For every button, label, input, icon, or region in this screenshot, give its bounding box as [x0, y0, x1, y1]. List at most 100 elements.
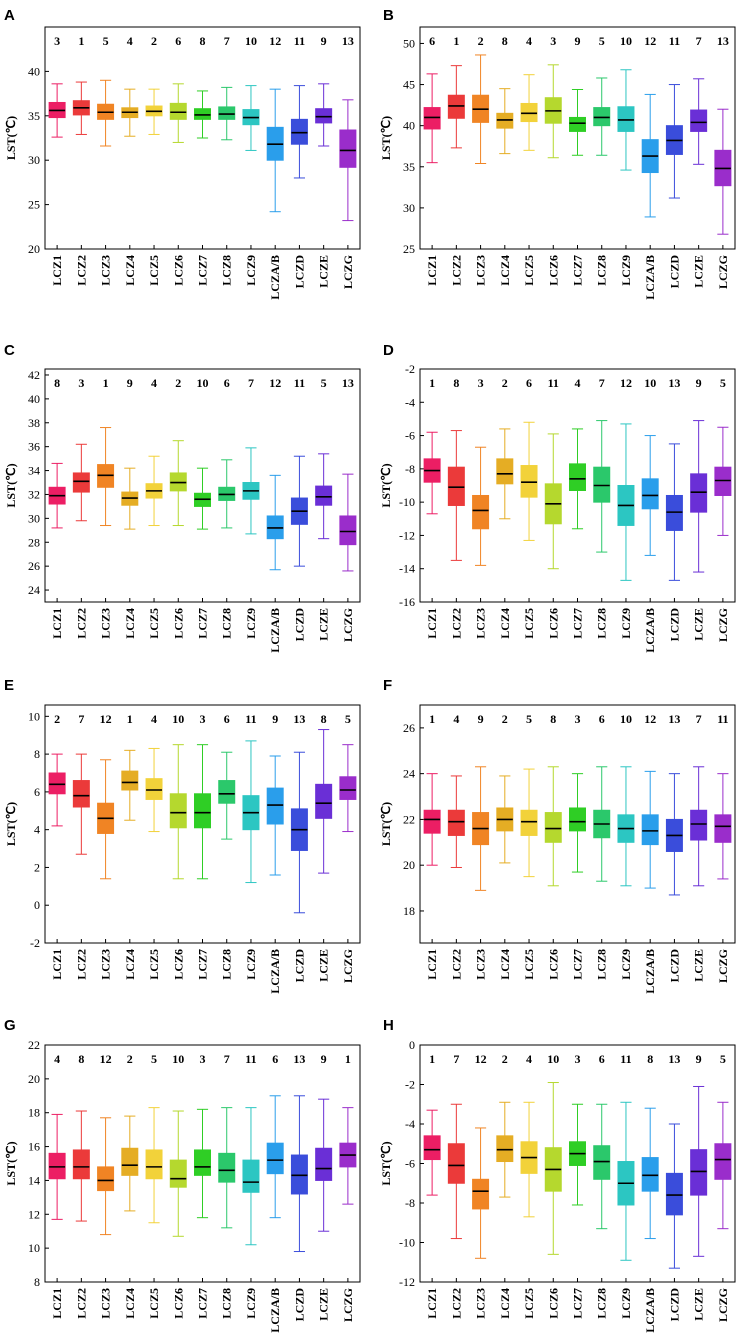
box-iqr: [169, 793, 187, 829]
x-tick-label: LCZ7: [571, 949, 585, 980]
box-lcze: [690, 420, 708, 573]
box-lczab: [641, 1107, 659, 1240]
x-tick-label: LCZ4: [123, 1288, 137, 1319]
x-tick-label: LCZ7: [571, 255, 585, 286]
rank-label: 2: [502, 1052, 508, 1066]
rank-label: 1: [127, 712, 133, 726]
box-lcz2: [72, 753, 90, 855]
rank-label: 3: [575, 712, 581, 726]
x-tick-label: LCZ1: [425, 255, 439, 286]
box-iqr: [496, 1135, 514, 1163]
box-lcz6: [544, 64, 562, 159]
box-lcz8: [218, 459, 236, 529]
y-tick-label: 35: [403, 160, 415, 174]
box-lcz3: [97, 427, 115, 527]
y-tick-label: 0: [409, 1038, 415, 1052]
box-lcz1: [423, 73, 441, 164]
panel-letter: E: [4, 677, 14, 694]
x-tick-label: LCZA/B: [643, 949, 657, 994]
x-tick-label: LCZ1: [425, 1288, 439, 1319]
box-iqr: [593, 466, 611, 503]
rank-label: 6: [429, 34, 435, 48]
x-tick-label: LCZ9: [244, 255, 258, 286]
rank-label: 13: [717, 34, 729, 48]
box-lcz7: [194, 90, 211, 139]
box-iqr: [520, 102, 538, 123]
x-tick-label: LCZA/B: [643, 255, 657, 300]
box-lczd: [665, 773, 683, 896]
box-lcz7: [569, 773, 586, 873]
box-lcz9: [617, 766, 635, 887]
rank-label: 5: [321, 376, 327, 390]
rank-label: 12: [644, 712, 656, 726]
x-tick-label: LCZ7: [196, 608, 210, 639]
box-lcz6: [169, 440, 187, 527]
y-tick-label: 24: [403, 767, 415, 781]
x-tick-label: LCZA/B: [643, 1288, 657, 1333]
x-tick-label: LCZE: [317, 608, 331, 641]
box-lcz8: [593, 420, 611, 553]
y-tick-label: 12: [28, 1207, 40, 1221]
box-lcz7: [569, 88, 586, 156]
x-tick-label: LCZG: [716, 255, 730, 289]
x-tick-label: LCZ8: [595, 949, 609, 980]
box-lcz9: [617, 423, 635, 581]
y-tick-label: 4: [34, 823, 40, 837]
rank-label: 12: [269, 376, 281, 390]
box-iqr: [472, 1178, 490, 1210]
box-iqr: [544, 812, 562, 843]
rank-label: 3: [200, 712, 206, 726]
box-iqr: [496, 458, 514, 485]
box-iqr: [447, 94, 465, 119]
x-tick-label: LCZ6: [171, 255, 185, 286]
x-tick-label: LCZ4: [123, 255, 137, 286]
box-lczg: [339, 744, 357, 833]
box-iqr: [194, 108, 211, 120]
x-tick-label: LCZ7: [571, 608, 585, 639]
x-tick-label: LCZ5: [147, 949, 161, 980]
rank-label: 11: [620, 1052, 631, 1066]
y-axis-label: LST(℃): [4, 802, 18, 846]
rank-label: 11: [669, 34, 680, 48]
x-tick-label: LCZG: [716, 608, 730, 642]
rank-label: 10: [172, 712, 184, 726]
box-lcz4: [121, 467, 139, 530]
rank-label: 11: [294, 376, 305, 390]
x-tick-label: LCZ7: [571, 1288, 585, 1319]
box-lcze: [315, 729, 333, 874]
y-tick-label: 26: [28, 559, 40, 573]
box-lcz6: [169, 1110, 187, 1237]
x-tick-label: LCZD: [292, 608, 306, 642]
x-tick-label: LCZ4: [498, 1288, 512, 1319]
y-tick-label: -12: [399, 1275, 415, 1289]
x-tick-label: LCZD: [292, 949, 306, 983]
box-lcz5: [520, 768, 538, 878]
x-tick-label: LCZ1: [50, 1288, 64, 1319]
rank-label: 4: [453, 712, 459, 726]
box-lcz9: [242, 447, 260, 535]
x-tick-label: LCZ8: [595, 1288, 609, 1319]
chart-panel-e: E -2 0 2 4 6 8 10 LST(℃) LCZ1 2 LCZ2 7 LCZ3 12 LCZ4 1 LCZ…: [4, 677, 361, 994]
box-lcz9: [242, 1107, 260, 1246]
y-tick-label: 32: [28, 487, 40, 501]
rank-label: 4: [151, 712, 157, 726]
rank-label: 3: [478, 376, 484, 390]
box-lcz6: [169, 83, 187, 143]
box-iqr: [665, 1172, 683, 1216]
x-tick-label: LCZ6: [171, 608, 185, 639]
x-tick-label: LCZ9: [619, 1288, 633, 1319]
y-tick-label: -10: [399, 495, 415, 509]
x-tick-label: LCZ1: [50, 608, 64, 639]
x-tick-label: LCZ3: [474, 255, 488, 286]
rank-label: 5: [103, 34, 109, 48]
rank-label: 7: [224, 1052, 230, 1066]
box-lczab: [641, 770, 659, 889]
box-lcz4: [496, 88, 514, 155]
box-iqr: [290, 1154, 308, 1195]
x-tick-label: LCZ6: [546, 255, 560, 286]
x-tick-label: LCZG: [716, 949, 730, 983]
box-lcz2: [72, 81, 90, 135]
rank-label: 2: [502, 712, 508, 726]
y-tick-label: 10: [28, 709, 40, 723]
chart-panel-g: G810121416182022LST(℃)LCZ14LCZ28LCZ312LC…: [4, 1017, 361, 1333]
